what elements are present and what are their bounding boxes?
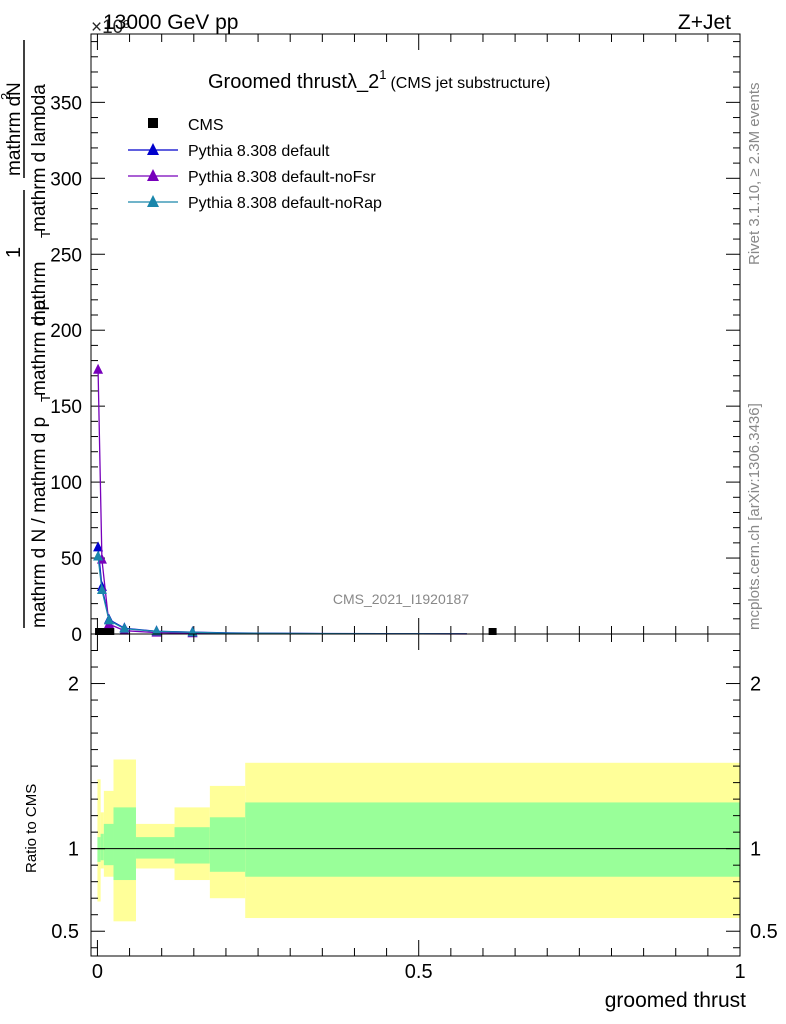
analysis-watermark: CMS_2021_I1920187 (333, 591, 469, 607)
series-marker (187, 626, 198, 637)
ratio-band-inner (103, 823, 114, 866)
main-axes: 0 50 100 150 200 250 300 350 (50, 34, 741, 646)
rivet-label: Rivet 3.1.10, ≥ 2.3M events (746, 83, 763, 266)
y-label-numerator: 1 (3, 247, 25, 258)
ratio-band-inner (174, 827, 210, 864)
legend-label: Pythia 8.308 default-noFsr (188, 169, 376, 186)
y-label-denominator-dn: mathrm d N / mathrm d p (29, 417, 50, 628)
y-label-mathrm: mathrm (29, 262, 50, 326)
y-tick-label: 350 (50, 93, 82, 114)
series-marker (119, 622, 130, 633)
ratio-bands (97, 759, 740, 922)
legend-marker-triangle (147, 143, 159, 155)
ratio-y-tick-label: 2 (68, 674, 79, 696)
series-marker (103, 614, 114, 625)
y-tick-label: 0 (71, 625, 82, 646)
ratio-band-inner (113, 807, 136, 881)
ratio-y-tick-label-right: 0.5 (750, 921, 778, 943)
y-tick-label: 50 (61, 549, 82, 570)
y-label-n: N (4, 82, 25, 96)
exponent-label: ×10³ (91, 17, 130, 38)
x-tick-label: 1 (734, 961, 745, 983)
series-marker (93, 550, 104, 561)
y-label-d2n: mathrm d (4, 96, 25, 176)
plot-title-lambda: λ_2 (347, 71, 379, 93)
ratio-band-inner (209, 817, 246, 872)
ratio-band-inner (245, 802, 740, 877)
y-label-d-p: mathrm d p (29, 300, 50, 396)
plot-title-sub: (CMS jet substructure) (390, 75, 550, 92)
y-axis-label: 1 mathrm d N / mathrm d p T mathrm d p T… (0, 40, 53, 628)
energy-label: 13000 GeV pp (103, 11, 238, 34)
x-tick-label: 0.5 (405, 961, 433, 983)
series-marker (151, 625, 162, 636)
y-tick-label: 200 (50, 321, 82, 342)
legend-label: CMS (188, 117, 224, 134)
ratio-band-inner (135, 837, 175, 859)
y-tick-label: 100 (50, 473, 82, 494)
cms-data-point (106, 628, 115, 635)
cms-data-point (488, 628, 497, 635)
process-label: Z+Jet (678, 11, 731, 34)
y-label-lambda: mathrm d lambda (29, 84, 50, 232)
plot-title-main: Groomed thrust (208, 71, 347, 93)
x-tick-label: 0 (92, 961, 103, 983)
source-label: mcplots.cern.ch [arXiv:1306.3436] (746, 403, 763, 630)
series-marker (93, 363, 104, 374)
ratio-band-inner (97, 837, 101, 862)
cms-data-point (101, 628, 110, 635)
ratio-y-tick-label: 1 (68, 839, 79, 861)
y-label-sub-t2: T (38, 230, 53, 238)
ratio-panel: 0.5 0.51 12 20 0.5 1 Ratio to CMS groomed thr… (23, 633, 778, 1012)
legend: CMS Pythia 8.308 default Pythia 8.308 defa… (128, 117, 382, 212)
main-series (93, 363, 497, 638)
y-label-two: 2 (0, 93, 13, 100)
y-tick-label: 250 (50, 245, 82, 266)
legend-marker-square (148, 118, 158, 128)
ratio-frame (90, 633, 741, 957)
plot-title-sup: 1 (379, 67, 386, 82)
ratio-y-tick-label-right: 1 (750, 839, 761, 861)
plot-title: Groomed thrustλ_21 (CMS jet substructure) (208, 67, 550, 93)
y-label-sub-t1: T (38, 394, 53, 402)
ratio-y-tick-label: 0.5 (51, 921, 79, 943)
x-axis-label: groomed thrust (605, 989, 746, 1012)
legend-label: Pythia 8.308 default-noRap (188, 195, 382, 212)
series-marker (96, 583, 107, 594)
ratio-y-label: Ratio to CMS (23, 784, 40, 873)
y-tick-label: 300 (50, 169, 82, 190)
legend-marker-triangle (147, 195, 159, 207)
y-tick-label: 150 (50, 397, 82, 418)
legend-label: Pythia 8.308 default (188, 143, 330, 160)
legend-marker-triangle (147, 169, 159, 181)
series-marker (93, 541, 104, 552)
ratio-y-tick-label-right: 2 (750, 674, 761, 696)
ratio-band-inner (100, 833, 104, 861)
ratio-axes: 0.5 0.51 12 20 0.5 1 (51, 634, 778, 983)
